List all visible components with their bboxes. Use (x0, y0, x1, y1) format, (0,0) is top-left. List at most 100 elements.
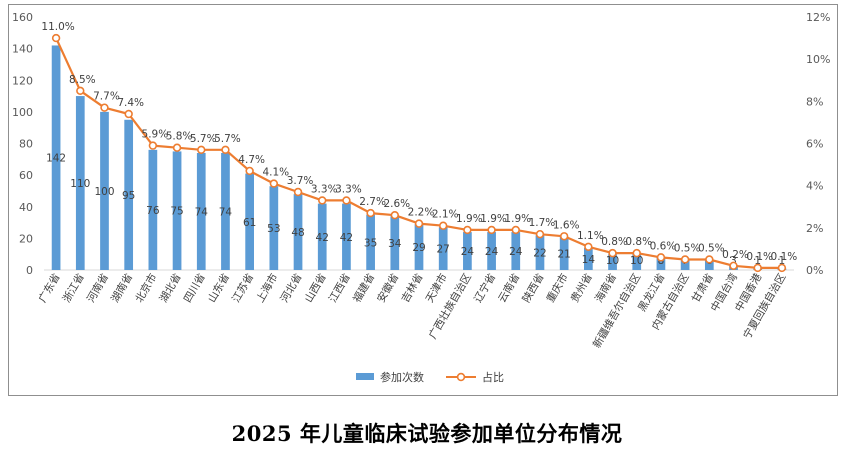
share-value-label: 5.9% (142, 129, 169, 141)
bar-value-label: 74 (219, 206, 233, 218)
y-right-tick-label: 8% (806, 95, 823, 108)
y-right-tick-label: 2% (806, 222, 823, 235)
bar (172, 151, 182, 270)
bar (317, 203, 327, 270)
share-marker (463, 225, 472, 235)
share-marker (100, 103, 109, 112)
bar-value-label: 29 (412, 242, 425, 254)
share-marker (559, 232, 569, 241)
bar-value-label: 27 (437, 244, 450, 256)
y-right-tick-label: 0% (806, 264, 823, 277)
bar (366, 214, 375, 270)
bar (559, 236, 569, 270)
bar-value-label: 110 (70, 178, 90, 190)
share-value-label: 0.8% (625, 236, 652, 248)
share-value-label: 11.0% (41, 21, 74, 33)
share-value-label: 1.1% (577, 230, 604, 242)
bar (148, 149, 158, 270)
share-marker (148, 141, 158, 150)
category-label: 四川省 (181, 271, 208, 305)
share-value-label: 5.7% (190, 133, 217, 145)
share-marker (221, 145, 230, 155)
category-label: 吉林省 (399, 271, 426, 305)
category-label: 重庆市 (544, 271, 571, 305)
category-label: 陕西省 (520, 271, 547, 305)
share-value-label: 0.5% (674, 242, 701, 254)
category-label: 甘肃省 (689, 271, 716, 305)
share-marker (487, 225, 496, 235)
share-marker (366, 208, 375, 218)
bar-value-label: 75 (170, 206, 183, 218)
bar (124, 119, 134, 270)
share-value-label: 0.1% (746, 251, 773, 263)
share-value-label: 5.8% (166, 131, 193, 143)
y-left-tick-label: 140 (12, 43, 33, 56)
share-marker (511, 225, 520, 235)
share-marker (76, 86, 85, 95)
bar-value-label: 1 (779, 255, 786, 267)
share-value-label: 0.8% (601, 236, 628, 248)
share-marker (729, 261, 738, 270)
bar (75, 96, 85, 270)
bar (245, 173, 254, 270)
share-value-label: 8.5% (69, 74, 96, 86)
bar (438, 227, 448, 270)
share-value-label: 7.7% (93, 91, 120, 103)
legend-label-line: 占比 (482, 370, 504, 384)
share-marker (438, 221, 448, 230)
bar (221, 152, 230, 270)
share-marker (632, 248, 641, 258)
share-marker (51, 33, 61, 43)
bar-value-label: 34 (388, 238, 402, 250)
category-label: 云南省 (495, 271, 522, 305)
category-label: 湖北省 (157, 271, 184, 305)
bar-value-label: 22 (533, 248, 546, 260)
category-label: 山西省 (302, 271, 329, 305)
bar (535, 235, 545, 270)
share-value-label: 0.5% (698, 242, 725, 254)
y-right-tick-label: 6% (806, 138, 823, 151)
category-label: 北京市 (132, 271, 159, 305)
share-value-label: 7.4% (117, 97, 144, 109)
share-value-label: 4.1% (262, 167, 289, 179)
share-marker (535, 229, 545, 239)
bar-value-label: 10 (606, 255, 619, 267)
share-marker (318, 196, 327, 205)
y-left-tick-label: 120 (12, 74, 33, 87)
category-label: 海南省 (592, 271, 619, 305)
category-label: 新疆维吾尔自治区 (590, 271, 643, 350)
share-marker (414, 219, 424, 228)
bar-value-label: 42 (340, 232, 353, 244)
y-left-tick-label: 60 (19, 169, 33, 182)
share-value-label: 0.6% (650, 240, 677, 252)
bar-value-label: 95 (122, 190, 135, 202)
bar (704, 260, 714, 270)
bar (511, 232, 521, 270)
bar (632, 254, 642, 270)
bar (584, 247, 593, 270)
y-left-tick-label: 0 (26, 264, 33, 277)
share-marker (124, 109, 133, 119)
y-left-tick-label: 40 (19, 201, 33, 214)
legend-swatch-bars (356, 373, 374, 380)
share-value-label: 2.7% (359, 196, 386, 208)
bar (463, 232, 472, 270)
bar-value-label: 61 (243, 217, 256, 229)
share-marker (293, 187, 303, 197)
bar-value-label: 42 (316, 232, 329, 244)
combo-chart: 0204060801001201401600%2%4%6%8%10%12%142… (12, 11, 830, 384)
bar-value-label: 21 (557, 248, 570, 260)
share-marker (608, 248, 617, 258)
share-marker (390, 210, 400, 220)
bar (487, 232, 496, 270)
bar (51, 45, 61, 271)
category-label: 安徽省 (374, 271, 401, 305)
chart-frame (8, 4, 838, 396)
share-value-label: 3.3% (335, 183, 362, 195)
share-value-label: 4.7% (238, 154, 265, 166)
share-value-label: 1.9% (456, 213, 483, 225)
category-label: 贵州省 (568, 271, 595, 305)
y-left-tick-label: 80 (19, 138, 33, 151)
category-label: 河北省 (278, 271, 305, 305)
bar (100, 111, 109, 270)
